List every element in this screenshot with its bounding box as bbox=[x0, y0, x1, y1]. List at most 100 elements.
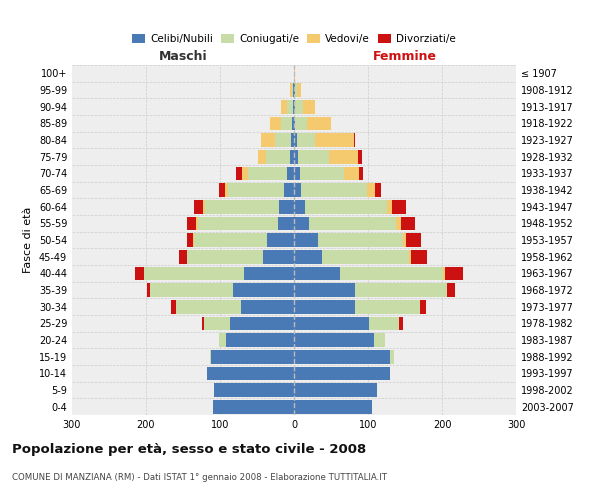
Bar bbox=[144, 266, 244, 280]
Bar bbox=[406, 233, 421, 247]
Bar bbox=[275, 133, 291, 147]
Bar bbox=[303, 100, 315, 114]
Bar bbox=[370, 316, 399, 330]
Text: COMUNE DI MANZIANA (RM) - Dati ISTAT 1° gennaio 2008 - Elaborazione TUTTITALIA.I: COMUNE DI MANZIANA (RM) - Dati ISTAT 1° … bbox=[12, 472, 387, 482]
Bar bbox=[294, 200, 305, 213]
Bar bbox=[202, 316, 204, 330]
Bar bbox=[445, 266, 463, 280]
Bar bbox=[307, 116, 331, 130]
Bar bbox=[374, 333, 385, 347]
Bar bbox=[135, 266, 144, 280]
Bar bbox=[294, 300, 355, 314]
Bar bbox=[290, 83, 292, 97]
Bar bbox=[297, 83, 301, 97]
Bar bbox=[359, 166, 363, 180]
Bar bbox=[204, 316, 230, 330]
Bar bbox=[301, 183, 367, 197]
Bar bbox=[225, 183, 228, 197]
Bar bbox=[294, 166, 300, 180]
Bar bbox=[187, 216, 196, 230]
Bar bbox=[287, 100, 293, 114]
Bar bbox=[292, 116, 294, 130]
Bar bbox=[329, 150, 358, 164]
Bar bbox=[392, 200, 406, 213]
Bar bbox=[148, 283, 151, 297]
Bar bbox=[294, 100, 295, 114]
Bar bbox=[271, 116, 281, 130]
Legend: Celibi/Nubili, Coniugati/e, Vedovi/e, Divorziati/e: Celibi/Nubili, Coniugati/e, Vedovi/e, Di… bbox=[128, 30, 460, 48]
Bar bbox=[294, 150, 298, 164]
Bar bbox=[367, 183, 376, 197]
Bar bbox=[305, 200, 386, 213]
Bar bbox=[244, 266, 294, 280]
Bar bbox=[212, 400, 294, 413]
Bar bbox=[211, 350, 294, 364]
Bar bbox=[259, 150, 266, 164]
Bar bbox=[241, 300, 294, 314]
Bar bbox=[411, 250, 427, 264]
Y-axis label: Fasce di età: Fasce di età bbox=[23, 207, 33, 273]
Bar bbox=[297, 133, 316, 147]
Bar bbox=[233, 283, 294, 297]
Bar bbox=[294, 116, 295, 130]
Bar bbox=[294, 183, 301, 197]
Bar bbox=[179, 250, 187, 264]
Bar bbox=[396, 216, 401, 230]
Text: Femmine: Femmine bbox=[373, 50, 437, 64]
Bar bbox=[294, 316, 370, 330]
Bar bbox=[401, 216, 415, 230]
Bar bbox=[187, 233, 193, 247]
Bar bbox=[248, 166, 287, 180]
Bar bbox=[344, 166, 359, 180]
Bar bbox=[390, 350, 394, 364]
Bar bbox=[290, 150, 294, 164]
Bar bbox=[294, 383, 377, 397]
Bar bbox=[355, 283, 447, 297]
Bar bbox=[294, 233, 317, 247]
Bar bbox=[236, 166, 242, 180]
Bar bbox=[294, 250, 322, 264]
Bar bbox=[176, 300, 241, 314]
Bar bbox=[317, 233, 403, 247]
Bar bbox=[294, 366, 390, 380]
Bar bbox=[294, 333, 374, 347]
Bar bbox=[209, 350, 211, 364]
Bar bbox=[322, 250, 409, 264]
Bar bbox=[281, 116, 292, 130]
Bar bbox=[309, 216, 396, 230]
Bar bbox=[193, 233, 194, 247]
Bar bbox=[376, 183, 382, 197]
Bar bbox=[287, 166, 294, 180]
Bar bbox=[194, 200, 203, 213]
Text: Maschi: Maschi bbox=[158, 50, 208, 64]
Bar bbox=[294, 216, 309, 230]
Bar bbox=[291, 133, 294, 147]
Bar bbox=[171, 300, 176, 314]
Bar bbox=[294, 66, 295, 80]
Bar bbox=[205, 200, 279, 213]
Bar bbox=[242, 166, 248, 180]
Bar bbox=[298, 150, 329, 164]
Bar bbox=[266, 150, 290, 164]
Bar bbox=[355, 300, 420, 314]
Bar bbox=[294, 133, 297, 147]
Bar bbox=[443, 266, 445, 280]
Bar bbox=[279, 200, 294, 213]
Bar bbox=[198, 216, 278, 230]
Bar bbox=[203, 200, 205, 213]
Bar bbox=[358, 150, 362, 164]
Bar bbox=[218, 333, 226, 347]
Bar bbox=[284, 183, 294, 197]
Bar bbox=[295, 83, 297, 97]
Bar bbox=[151, 283, 233, 297]
Bar bbox=[447, 283, 455, 297]
Bar bbox=[281, 100, 287, 114]
Bar bbox=[295, 100, 303, 114]
Bar bbox=[219, 183, 225, 197]
Bar bbox=[403, 233, 406, 247]
Bar bbox=[316, 133, 354, 147]
Bar bbox=[266, 233, 294, 247]
Bar bbox=[340, 266, 443, 280]
Bar bbox=[294, 350, 390, 364]
Bar bbox=[262, 133, 275, 147]
